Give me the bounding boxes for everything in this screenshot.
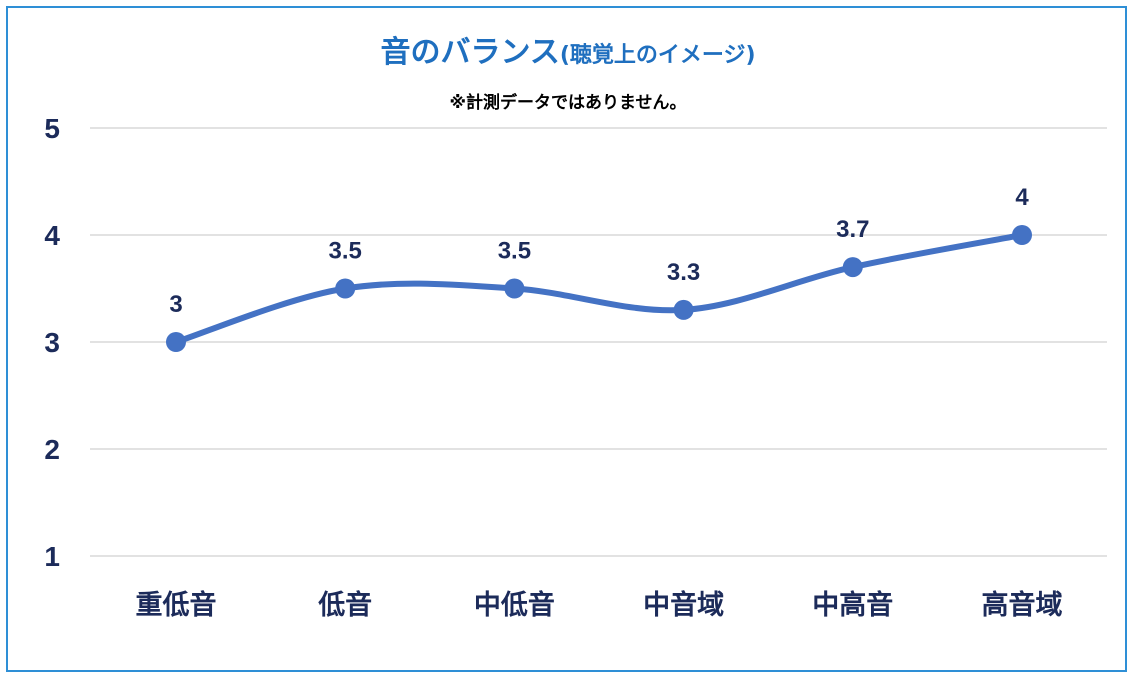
series-line	[176, 235, 1022, 342]
x-tick-label: 高音域	[982, 589, 1063, 621]
y-tick-label: 1	[44, 541, 60, 572]
data-point	[504, 279, 524, 299]
x-tick-label: 中高音	[812, 589, 893, 621]
chart-title-suffix: (聴覚上のイメージ)	[560, 42, 756, 68]
data-label: 3.7	[836, 216, 869, 243]
x-tick-label: 重低音	[136, 589, 217, 621]
data-label: 3.5	[329, 238, 362, 265]
data-label: 4	[1015, 184, 1029, 211]
x-tick-label: 中音域	[643, 589, 724, 621]
y-tick-label: 4	[44, 220, 60, 251]
gridlines	[90, 128, 1107, 556]
data-point	[166, 332, 186, 352]
y-tick-label: 5	[44, 113, 60, 144]
svg-text:音のバランス(聴覚上のイメージ): 音のバランス(聴覚上のイメージ)	[380, 35, 755, 70]
chart-subtitle: ※計測データではありません。	[449, 92, 686, 113]
x-tick-label: 低音	[317, 589, 372, 621]
data-label: 3	[169, 291, 182, 318]
data-label: 3.5	[498, 238, 531, 265]
x-axis-ticks: 重低音 低音 中低音 中音域 中高音 高音域	[136, 589, 1063, 621]
y-tick-label: 3	[44, 327, 60, 358]
chart-title: 音のバランス(聴覚上のイメージ)	[380, 35, 755, 70]
data-point	[1012, 225, 1032, 245]
data-point	[674, 300, 694, 320]
y-axis-ticks: 1 2 3 4 5	[44, 113, 60, 572]
y-tick-label: 2	[44, 434, 60, 465]
data-point	[335, 279, 355, 299]
x-tick-label: 中低音	[474, 589, 555, 621]
data-points	[166, 225, 1032, 352]
chart-title-main: 音のバランス	[380, 35, 559, 70]
data-label: 3.3	[667, 259, 700, 286]
data-point	[843, 257, 863, 277]
